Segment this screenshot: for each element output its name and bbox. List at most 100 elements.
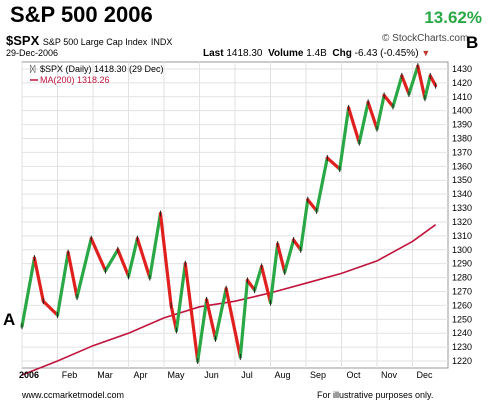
y-tick-label: 1320 [452, 217, 472, 227]
y-tick-label: 1280 [452, 273, 472, 283]
x-tick-label: Sep [310, 370, 326, 380]
up-swing-segment [283, 238, 296, 274]
down-swing-segment [66, 250, 79, 299]
up-swing-segment [148, 212, 163, 280]
down-swing-segment [325, 156, 342, 171]
chg-value: -6.43 (-0.45%) [354, 48, 419, 59]
marker-b: B [466, 33, 479, 52]
down-swing-segment [400, 74, 411, 96]
x-tick-label: Mar [97, 370, 113, 380]
x-tick-label: Oct [346, 370, 361, 380]
up-swing-segment [174, 262, 187, 333]
up-swing-segment [338, 106, 351, 171]
x-tick-label: Apr [133, 370, 147, 380]
last-label: Last [203, 48, 224, 59]
y-tick-label: 1300 [452, 245, 472, 255]
up-swing-segment [423, 74, 432, 100]
x-tick-label: Aug [274, 370, 290, 380]
ma-series [21, 224, 437, 376]
y-axis: 1220 1230 1240 1250 1260 1270 1280 1290 1300 1310… [452, 64, 472, 366]
y-tick-label: 1270 [452, 287, 472, 297]
ma-200-line [21, 224, 437, 376]
y-tick-label: 1430 [452, 64, 472, 74]
y-tick-label: 1240 [452, 328, 472, 338]
down-swing-segment [382, 93, 395, 109]
y-tick-label: 1350 [452, 175, 472, 185]
legend: ᛞ $SPX (Daily) 1418.30 (29 Dec) MA(200) … [30, 64, 164, 85]
down-swing-segment [276, 242, 287, 274]
y-tick-label: 1410 [452, 92, 472, 102]
down-swing-segment [183, 262, 200, 363]
x-tick-label: Jun [204, 370, 219, 380]
x-tick-label: Jul [241, 370, 253, 380]
up-swing-segment [391, 74, 404, 109]
price-series [20, 63, 438, 365]
up-swing-segment [126, 237, 139, 278]
down-swing-segment [224, 287, 242, 359]
y-tick-label: 1390 [452, 120, 472, 130]
symbol-name: S&P 500 Large Cap Index [42, 37, 148, 47]
up-swing-segment [55, 250, 70, 317]
marker-a: A [3, 310, 16, 329]
y-tick-label: 1250 [452, 314, 472, 324]
up-swing-segment [268, 242, 280, 305]
down-swing-segment [41, 299, 60, 317]
y-tick-label: 1290 [452, 259, 472, 269]
down-swing-segment [416, 64, 427, 100]
up-swing-segment [213, 287, 228, 341]
legend-price: $SPX (Daily) 1418.30 (29 Dec) [40, 64, 164, 74]
y-tick-label: 1340 [452, 189, 472, 199]
symbol: $SPX [6, 33, 40, 48]
down-swing-segment [89, 237, 108, 273]
y-tick-label: 1360 [452, 161, 472, 171]
up-swing-segment [75, 237, 93, 299]
down-swing-segment [32, 256, 45, 303]
legend-ma: MA(200) 1318.26 [40, 75, 110, 85]
y-tick-label: 1260 [452, 300, 472, 310]
x-tick-label: Nov [381, 370, 398, 380]
down-swing-segment [116, 248, 131, 278]
down-swing-segment [366, 100, 379, 131]
quote-date: 29-Dec-2006 [6, 48, 59, 58]
up-swing-segment [299, 198, 310, 252]
up-swing-segment [375, 93, 386, 131]
up-swing-segment [407, 64, 420, 96]
down-arrow-icon: ▼ [421, 48, 431, 58]
volume-label: Volume [268, 48, 304, 59]
y-tick-label: 1330 [452, 203, 472, 213]
exchange: INDX [150, 37, 173, 47]
down-swing-segment [260, 264, 273, 305]
y-tick-label: 1380 [452, 134, 472, 144]
x-tick-label: May [167, 370, 185, 380]
down-swing-segment [428, 74, 438, 88]
up-swing-segment [252, 264, 264, 292]
down-swing-segment [205, 298, 218, 341]
y-tick-label: 1310 [452, 231, 472, 241]
x-tick-label: 2006 [19, 370, 39, 380]
source-url: www.ccmarketmodel.com [22, 390, 125, 400]
symbol-line: $SPX S&P 500 Large Cap Index INDX [6, 33, 172, 48]
down-swing-segment [245, 278, 257, 292]
chg-label: Chg [332, 48, 352, 59]
up-swing-segment [103, 248, 120, 273]
x-tick-label: Dec [416, 370, 433, 380]
down-swing-segment [135, 237, 152, 280]
up-swing-segment [357, 100, 370, 145]
volume-value: 1.4B [306, 48, 327, 59]
down-swing-segment [347, 106, 361, 145]
legend-symbol-icon: ᛞ [30, 64, 36, 74]
last-value: 1418.30 [226, 48, 263, 59]
x-axis: 2006 Feb Mar Apr May Jun Jul Aug Sep Oct Nov Dec [19, 370, 433, 380]
up-swing-segment [238, 278, 250, 359]
y-tick-label: 1220 [452, 356, 472, 366]
x-tick-label: Feb [62, 370, 78, 380]
y-tick-label: 1370 [452, 147, 472, 157]
y-tick-label: 1420 [452, 78, 472, 88]
down-swing-segment [306, 198, 319, 213]
quote-line: Last 1418.30 Volume 1.4B Chg -6.43 (-0.4… [203, 48, 430, 59]
disclaimer: For illustrative purposes only. [317, 390, 434, 400]
annual-gain: 13.62% [424, 8, 482, 27]
down-swing-segment [158, 212, 173, 308]
up-swing-segment [315, 156, 329, 213]
